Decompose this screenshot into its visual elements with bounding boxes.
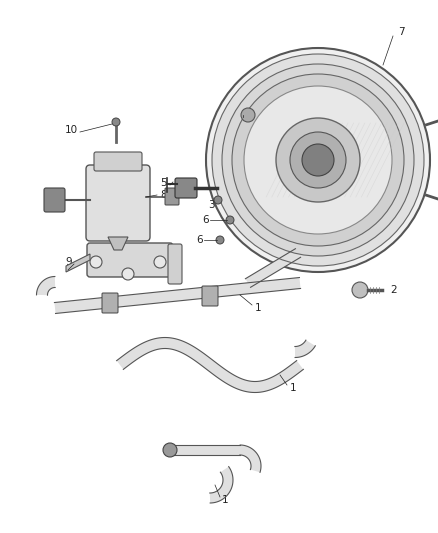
Text: 3: 3 [208,200,215,210]
Text: 6: 6 [196,235,203,245]
Circle shape [163,443,177,457]
Polygon shape [66,254,90,272]
Text: 2: 2 [390,285,397,295]
Polygon shape [54,278,300,313]
Circle shape [154,256,166,268]
Circle shape [302,144,334,176]
Text: 1: 1 [290,383,297,393]
FancyBboxPatch shape [94,152,142,171]
Text: 7: 7 [398,27,405,37]
Circle shape [112,118,120,126]
Circle shape [352,282,368,298]
Polygon shape [108,237,128,250]
FancyBboxPatch shape [102,293,118,313]
Polygon shape [210,466,233,503]
FancyBboxPatch shape [86,165,150,241]
Circle shape [90,256,102,268]
FancyBboxPatch shape [165,188,179,205]
Text: 9: 9 [65,257,72,267]
Text: 10: 10 [65,125,78,135]
Circle shape [226,216,234,224]
FancyBboxPatch shape [175,178,197,198]
Circle shape [214,196,222,204]
Polygon shape [170,445,240,455]
Circle shape [232,74,404,246]
Circle shape [122,268,134,280]
FancyBboxPatch shape [168,244,182,284]
Text: 11: 11 [230,110,243,120]
Circle shape [276,118,360,202]
Polygon shape [245,249,300,287]
Polygon shape [240,445,261,472]
Text: 8: 8 [160,190,166,200]
FancyBboxPatch shape [44,188,65,212]
Polygon shape [117,337,304,392]
Polygon shape [295,340,315,358]
Circle shape [222,64,414,256]
Text: 1: 1 [255,303,261,313]
Text: 5: 5 [160,178,166,188]
Circle shape [212,54,424,266]
Polygon shape [36,277,55,295]
Circle shape [290,132,346,188]
FancyBboxPatch shape [87,243,173,277]
FancyBboxPatch shape [202,286,218,306]
Circle shape [206,48,430,272]
Text: 6: 6 [202,215,208,225]
Text: 1: 1 [222,495,229,505]
Circle shape [244,86,392,234]
Circle shape [216,236,224,244]
Circle shape [241,108,255,122]
